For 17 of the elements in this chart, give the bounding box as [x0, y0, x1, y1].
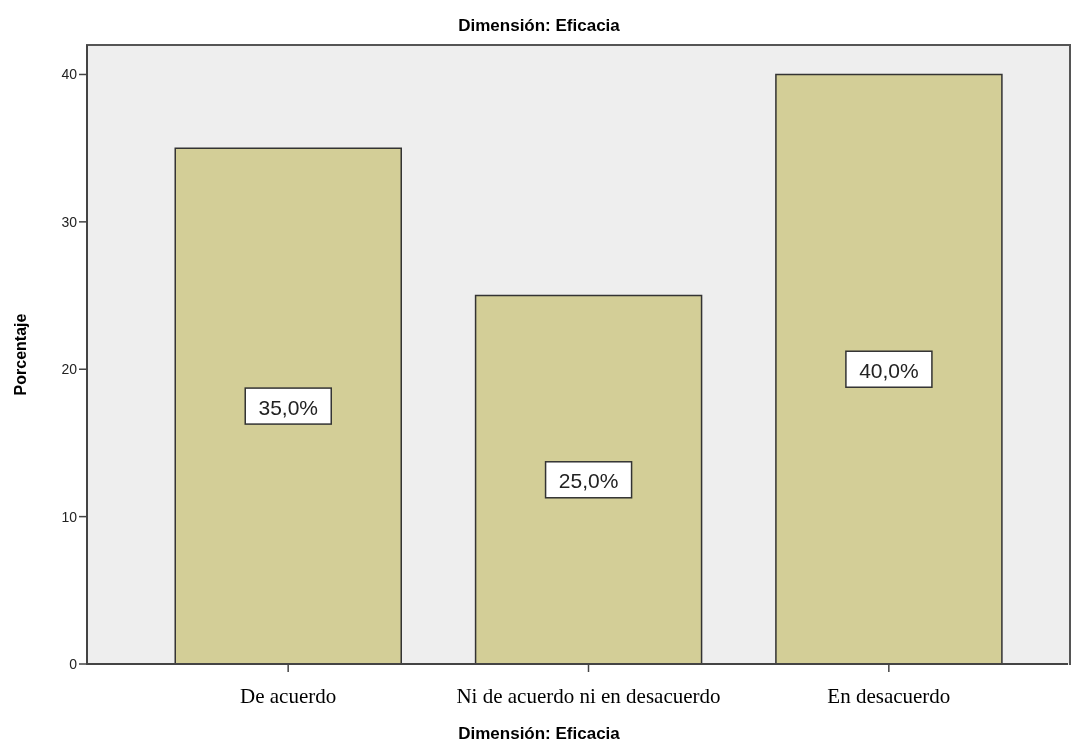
y-tick-label: 0 — [69, 655, 78, 672]
x-tick-label: En desacuerdo — [827, 684, 951, 708]
y-tick-label: 20 — [61, 361, 78, 378]
y-tick-label: 30 — [61, 213, 78, 230]
data-label: 35,0% — [258, 395, 319, 419]
y-tick-label: 40 — [61, 66, 78, 83]
chart-title: Dimensión: Eficacia — [457, 16, 621, 36]
x-tick-label: Ni de acuerdo ni en desacuerdo — [456, 684, 721, 708]
y-tick-label: 10 — [61, 508, 78, 525]
x-tick-label: De acuerdo — [240, 684, 337, 708]
bar — [474, 294, 703, 664]
bar — [775, 73, 1003, 664]
data-label: 25,0% — [558, 469, 619, 493]
x-axis-title: Dimensión: Eficacia — [457, 724, 621, 744]
bar — [174, 147, 402, 664]
y-axis-title: Porcentaje — [11, 313, 29, 396]
data-label: 40,0% — [859, 358, 919, 382]
